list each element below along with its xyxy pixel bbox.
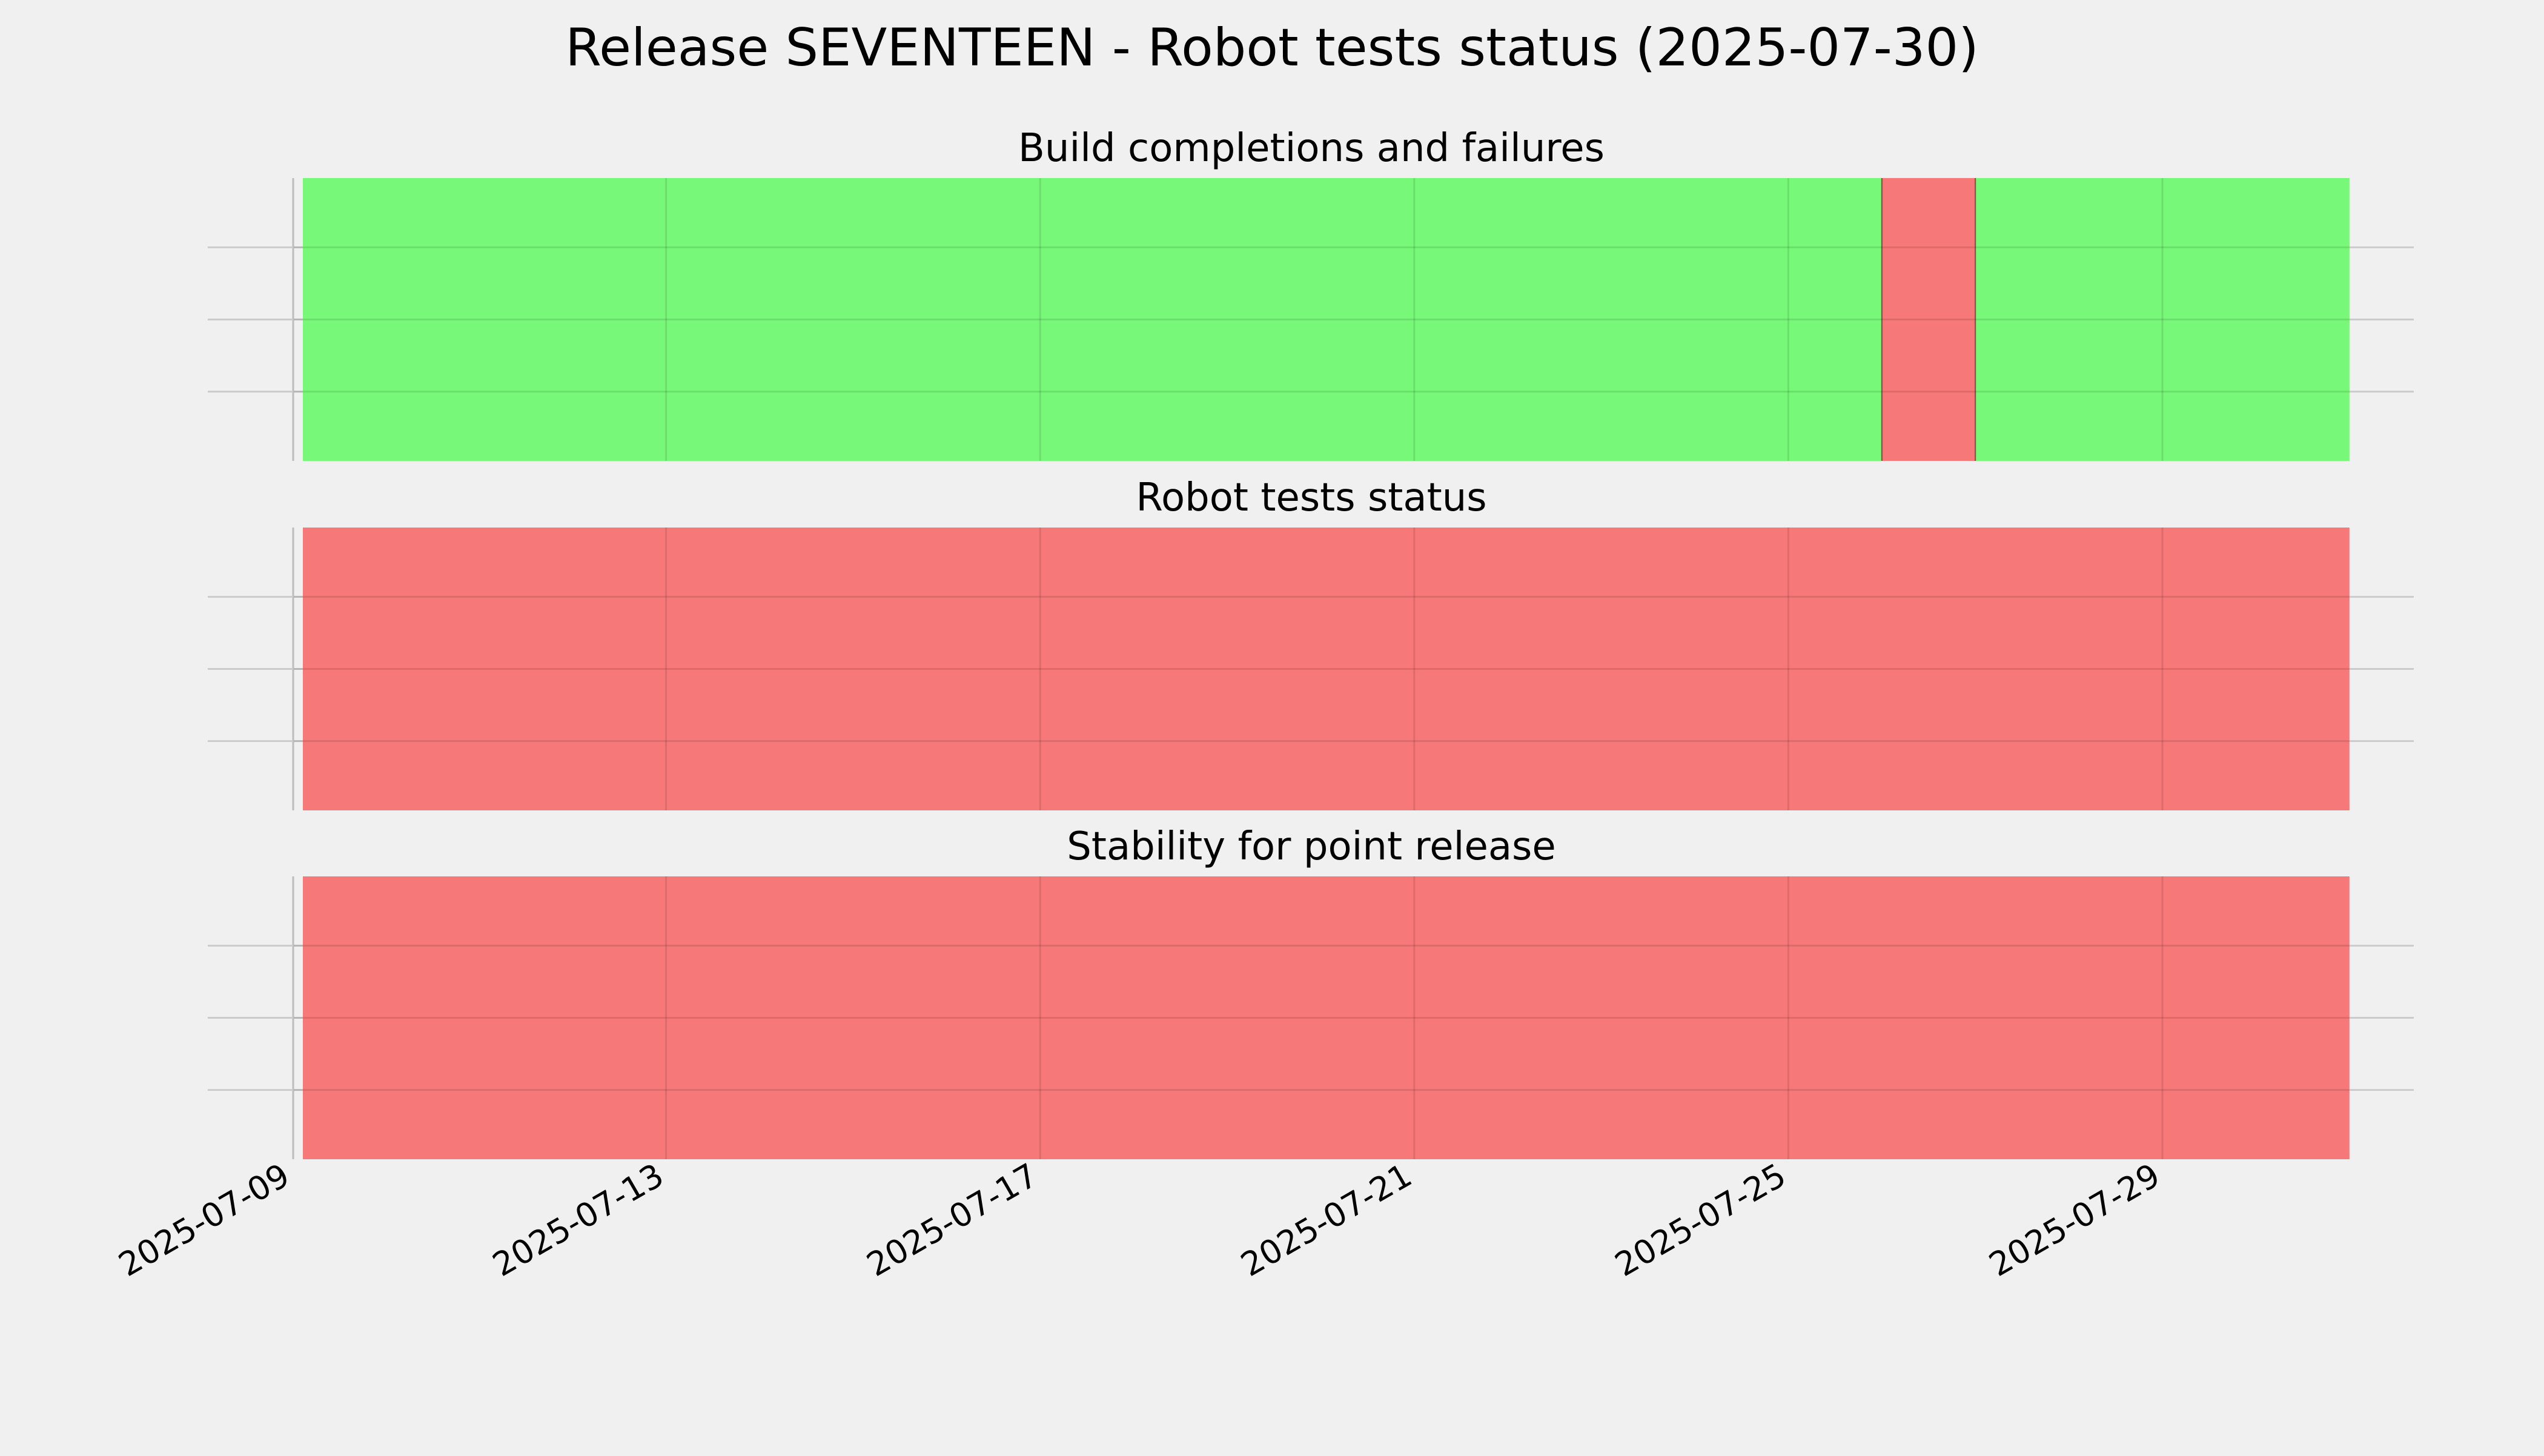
status-segment-pass bbox=[303, 178, 1882, 461]
panel-title: Robot tests status bbox=[1136, 475, 1486, 520]
panel-title: Stability for point release bbox=[1067, 824, 1556, 869]
panel-2: Robot tests status bbox=[208, 475, 2414, 810]
status-segment-pass bbox=[1975, 178, 2350, 461]
status-segment-fail bbox=[1881, 178, 1976, 461]
x-tick-label: 2025-07-29 bbox=[1983, 1156, 2166, 1284]
chart-title: Release SEVENTEEN - Robot tests status (… bbox=[565, 18, 1979, 78]
x-tick-label: 2025-07-13 bbox=[486, 1156, 670, 1284]
x-axis-tick-labels: 2025-07-09 2025-07-13 2025-07-17 2025-07-21… bbox=[112, 1156, 2166, 1284]
chart-panels: Build completions and failures Robot test… bbox=[208, 126, 2414, 1159]
x-tick-label: 2025-07-25 bbox=[1609, 1156, 1792, 1284]
status-segment-fail bbox=[303, 528, 2350, 810]
panel-3: Stability for point release bbox=[208, 824, 2414, 1159]
status-segment-fail bbox=[303, 876, 2350, 1159]
x-tick-label: 2025-07-17 bbox=[860, 1156, 1044, 1284]
panel-title: Build completions and failures bbox=[1018, 126, 1605, 171]
panel-1: Build completions and failures bbox=[208, 126, 2414, 461]
x-tick-label: 2025-07-21 bbox=[1234, 1156, 1418, 1284]
x-tick-label: 2025-07-09 bbox=[112, 1156, 296, 1284]
